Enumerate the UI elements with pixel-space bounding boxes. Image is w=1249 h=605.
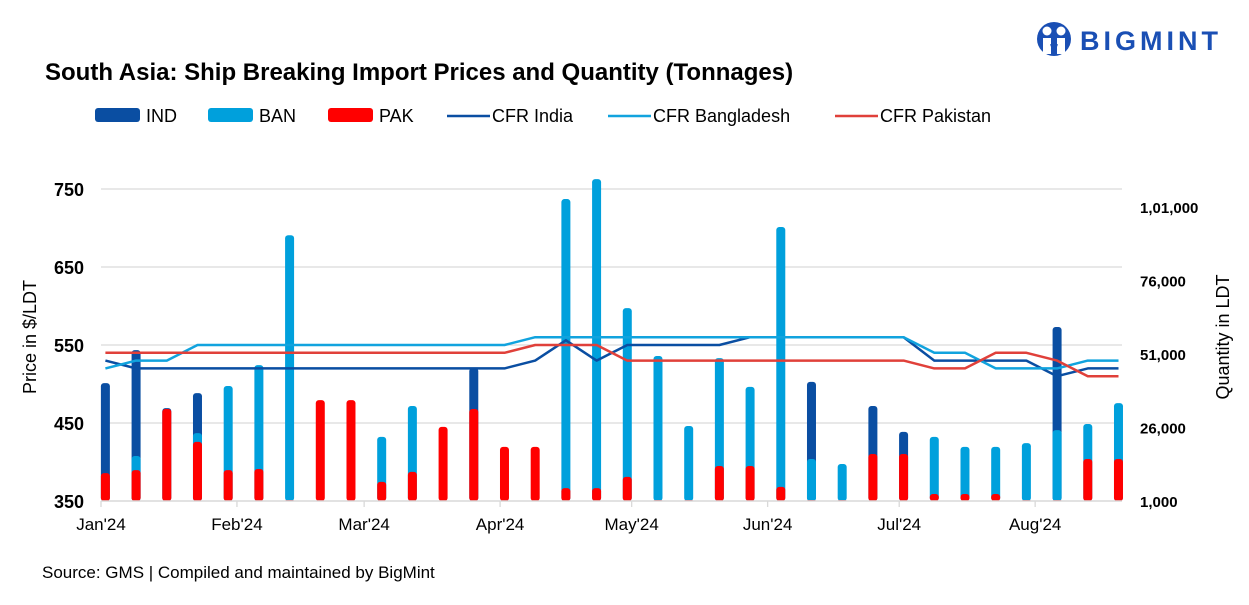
logo-text: BIGMINT <box>1080 26 1222 56</box>
bar-pak <box>622 476 632 501</box>
bar-pak <box>745 466 755 501</box>
bar-pak <box>991 493 1001 501</box>
chart-title: South Asia: Ship Breaking Import Prices … <box>45 59 793 86</box>
bar-pak <box>407 471 417 501</box>
bar-ban <box>684 426 694 501</box>
bar-pak <box>868 453 878 501</box>
bar-pak <box>223 470 233 501</box>
price-lines <box>105 335 1119 378</box>
bar-pak <box>899 453 909 501</box>
y2-tick-label: 26,000 <box>1140 421 1186 438</box>
source-note: Source: GMS | Compiled and maintained by… <box>42 563 435 582</box>
legend-swatch-pak <box>328 108 373 122</box>
bar-pak <box>377 481 387 501</box>
bar-ind <box>100 383 110 501</box>
bar-pak <box>714 466 724 501</box>
line-cfr-bangladesh <box>105 335 1119 370</box>
legend-label: CFR Bangladesh <box>653 106 790 126</box>
bar-pak <box>499 446 509 501</box>
bar-pak <box>254 468 264 501</box>
bar-ban <box>561 199 571 501</box>
bar-ban <box>592 179 602 501</box>
x-tick-label: Mar'24 <box>338 515 389 534</box>
y-axis-label: Price in $/LDT <box>20 280 40 394</box>
bar-pak <box>100 473 110 501</box>
gridlines <box>101 188 1122 424</box>
bar-pak <box>192 441 202 501</box>
legend: IND BAN PAK CFR India CFR Bangladesh CFR Paki… <box>95 106 991 126</box>
bar-pak <box>131 470 141 501</box>
y2-tick-label: 1,000 <box>1140 494 1178 511</box>
bar-pak <box>1083 458 1093 501</box>
y2-tick-label: 76,000 <box>1140 274 1186 291</box>
x-tick-label: Apr'24 <box>476 515 525 534</box>
x-tick-label: Feb'24 <box>211 515 262 534</box>
bar-pak <box>929 493 939 501</box>
legend-label: CFR Pakistan <box>880 106 991 126</box>
bigmint-logo-icon <box>1037 22 1071 56</box>
bar-ban <box>1021 443 1031 501</box>
bar-pak <box>1113 458 1123 501</box>
x-tick-label: Jun'24 <box>743 515 793 534</box>
bar-pak <box>469 408 479 501</box>
logo: BIGMINT <box>1037 22 1222 56</box>
y-tick-label: 750 <box>54 180 84 200</box>
line-cfr-pakistan <box>105 343 1119 378</box>
legend-swatch-ban <box>208 108 253 122</box>
y2-tick-label: 51,000 <box>1140 347 1186 364</box>
y-tick-label: 350 <box>54 492 84 512</box>
bar-pak <box>438 426 448 501</box>
bar-ban <box>1052 430 1062 501</box>
legend-label: PAK <box>379 106 414 126</box>
legend-label: IND <box>146 106 177 126</box>
x-tick-label: Jan'24 <box>76 515 126 534</box>
bar-ban <box>622 308 632 501</box>
bar-ban <box>960 446 970 501</box>
bars <box>100 179 1123 501</box>
bar-ban <box>776 226 786 501</box>
bar-ban <box>929 436 939 501</box>
bar-ban <box>991 446 1001 501</box>
bar-pak <box>776 486 786 501</box>
bar-pak <box>960 493 970 501</box>
bar-pak <box>315 400 325 501</box>
bar-ban <box>806 458 816 501</box>
bar-ban <box>254 365 264 501</box>
x-tick-label: May'24 <box>605 515 659 534</box>
y-tick-label: 550 <box>54 336 84 356</box>
y2-axis-label: Quantity in LDT <box>1213 274 1233 399</box>
bar-pak <box>592 488 602 501</box>
legend-swatch-ind <box>95 108 140 122</box>
legend-label: BAN <box>259 106 296 126</box>
y-tick-label: 450 <box>54 414 84 434</box>
x-tick-label: Jul'24 <box>877 515 921 534</box>
y2-tick-label: 1,01,000 <box>1140 200 1198 217</box>
bar-ban <box>837 463 847 501</box>
x-tick-label: Aug'24 <box>1009 515 1061 534</box>
axes: 350 450 550 650 750 1,000 26,000 51,000 76,000 1,… <box>54 180 1198 534</box>
bar-pak <box>561 488 571 501</box>
bar-ban <box>714 358 724 501</box>
bar-pak <box>346 400 356 501</box>
bar-pak <box>162 408 172 501</box>
legend-label: CFR India <box>492 106 574 126</box>
bar-ban <box>653 356 663 501</box>
y-tick-label: 650 <box>54 258 84 278</box>
bar-pak <box>530 446 540 501</box>
